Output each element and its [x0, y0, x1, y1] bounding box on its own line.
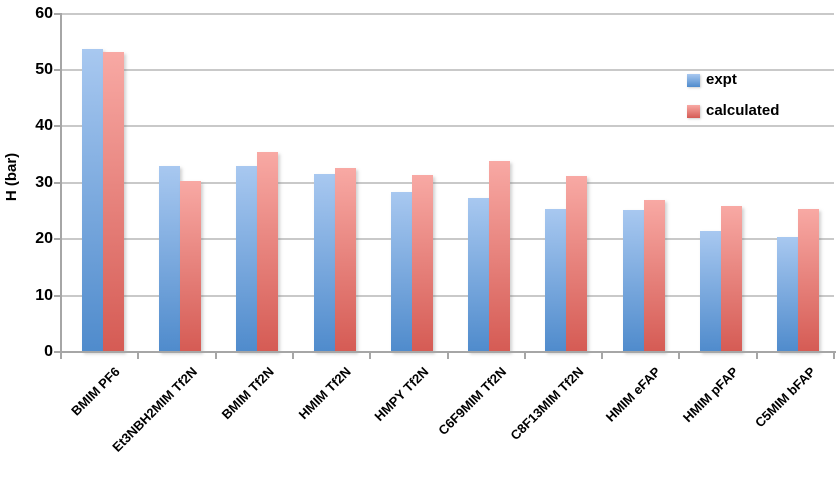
- bar-calculated-hmim-tf2n: [334, 167, 356, 352]
- y-axis-line: [60, 12, 62, 353]
- x-category-label: C5MIM bFAP: [751, 364, 818, 431]
- x-axis-tick: [833, 353, 835, 359]
- x-category-label: C8F13MIM Tf2N: [507, 364, 587, 444]
- y-axis-tick: [54, 294, 61, 297]
- bar-calculated-c6f9mim-tf2n: [489, 161, 511, 352]
- bar-expt-hmpy-tf2n: [390, 192, 412, 352]
- y-axis-tick: [54, 181, 61, 184]
- gridline-y-50: [61, 69, 834, 71]
- y-axis-tick: [54, 125, 61, 128]
- y-tick-label: 30: [35, 173, 53, 191]
- legend: expt calculated: [687, 70, 779, 132]
- x-axis-tick: [60, 353, 62, 359]
- bar-calculated-c5mim-bfap: [798, 209, 820, 352]
- bar-expt-hmim-tf2n: [313, 174, 335, 352]
- legend-item-calculated: calculated: [687, 101, 779, 121]
- bar-calculated-c8f13mim-tf2n: [566, 176, 588, 352]
- bar-expt-et3nbh2mim-tf2n: [158, 165, 180, 352]
- bar-calculated-et3nbh2mim-tf2n: [179, 180, 201, 352]
- gridline-y-40: [61, 125, 834, 128]
- y-tick-label: 40: [35, 117, 53, 135]
- bar-calculated-hmim-efap: [643, 199, 665, 352]
- x-category-label: BMIM PF6: [67, 364, 123, 419]
- gridline-y-60: [61, 12, 834, 15]
- legend-swatch-icon: [687, 104, 700, 118]
- y-axis-tick: [54, 351, 61, 353]
- y-tick-label: 50: [35, 61, 53, 78]
- x-category-label: HMPY Tf2N: [371, 364, 432, 424]
- x-axis-tick: [678, 353, 681, 359]
- x-axis-line: [61, 351, 836, 353]
- x-category-label: HMIM Tf2N: [296, 364, 355, 423]
- y-tick-label: 0: [44, 343, 53, 360]
- bar-expt-bmim-pf6: [81, 49, 103, 352]
- x-category-label: BMIM Tf2N: [218, 364, 277, 423]
- x-axis-tick: [446, 353, 449, 359]
- x-axis-tick: [523, 353, 526, 359]
- gridline-y-30: [61, 181, 834, 184]
- bar-expt-hmim-pfap: [700, 231, 722, 352]
- bar-expt-hmim-efap: [622, 210, 644, 352]
- gridline-y-10: [61, 294, 834, 297]
- bar-expt-bmim-tf2n: [236, 166, 258, 352]
- bar-expt-c8f13mim-tf2n: [545, 209, 567, 352]
- x-category-label: Et3NBH2MIM Tf2N: [108, 364, 200, 455]
- legend-label: calculated: [706, 102, 780, 119]
- x-axis-tick: [291, 353, 294, 359]
- bar-expt-c5mim-bfap: [777, 236, 799, 352]
- x-category-label: HMIM pFAP: [679, 364, 741, 426]
- bar-calculated-hmpy-tf2n: [411, 174, 433, 352]
- bar-calculated-bmim-pf6: [102, 51, 124, 352]
- x-axis-tick: [755, 353, 758, 359]
- x-category-label: HMIM eFAP: [602, 364, 664, 425]
- legend-swatch-icon: [687, 73, 700, 87]
- x-category-label: C6F9MIM Tf2N: [434, 364, 509, 438]
- y-tick-label: 10: [35, 286, 53, 304]
- x-axis-tick: [137, 353, 140, 359]
- x-axis-tick: [214, 353, 217, 359]
- y-axis-tick: [54, 12, 61, 15]
- y-axis-tick: [54, 238, 61, 241]
- y-tick-label: 60: [35, 4, 53, 22]
- bar-calculated-hmim-pfap: [721, 206, 743, 352]
- y-axis-tick: [54, 69, 61, 71]
- legend-label: expt: [706, 71, 737, 88]
- x-axis-tick: [369, 353, 372, 359]
- bar-expt-c6f9mim-tf2n: [468, 198, 490, 352]
- y-tick-label: 20: [35, 230, 53, 248]
- bar-calculated-bmim-tf2n: [257, 152, 279, 352]
- gridline-y-20: [61, 238, 834, 241]
- legend-item-expt: expt: [687, 70, 779, 90]
- x-axis-tick: [601, 353, 604, 359]
